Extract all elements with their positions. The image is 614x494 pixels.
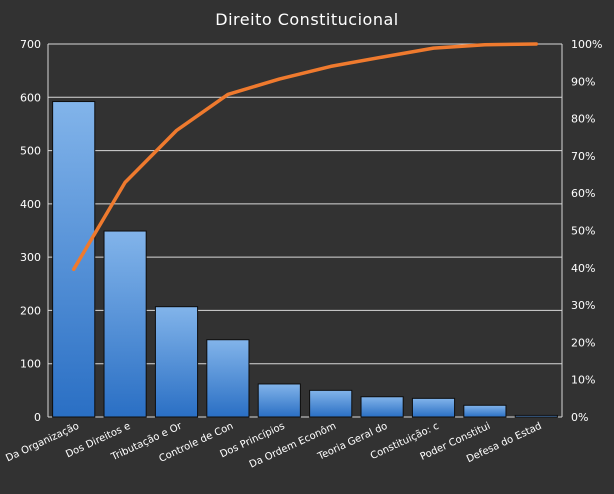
right-axis-tick-label: 70% bbox=[571, 150, 595, 163]
left-axis-tick-label: 300 bbox=[20, 251, 41, 264]
bar bbox=[154, 306, 199, 418]
right-axis-tick-label: 30% bbox=[571, 299, 595, 312]
right-axis-tick-label: 0% bbox=[571, 411, 588, 424]
right-axis-tick-label: 20% bbox=[571, 336, 595, 349]
right-axis-ticks: 0% 10% 20% 30% 40% 50% 60% 70% 80% 90% 100% bbox=[571, 38, 602, 424]
bar bbox=[360, 396, 404, 418]
right-axis-tick-label: 60% bbox=[571, 187, 595, 200]
bar bbox=[206, 339, 250, 418]
left-axis-tick-label: 600 bbox=[20, 91, 41, 104]
right-axis-tick-label: 40% bbox=[571, 262, 595, 275]
chart-title: Direito Constitucional bbox=[215, 10, 398, 29]
right-axis-tick-label: 100% bbox=[571, 38, 602, 51]
left-axis-tick-label: 200 bbox=[20, 304, 41, 317]
bar bbox=[309, 389, 353, 418]
bar-series bbox=[52, 101, 558, 418]
bar bbox=[514, 414, 558, 418]
bar bbox=[257, 383, 301, 418]
left-axis-tick-label: 0 bbox=[34, 411, 41, 424]
right-axis-tick-label: 10% bbox=[571, 374, 595, 387]
right-axis-tick-label: 80% bbox=[571, 113, 595, 126]
left-axis-tick-label: 400 bbox=[20, 198, 41, 211]
cumulative-line-series bbox=[71, 42, 539, 272]
bar bbox=[411, 397, 456, 418]
left-axis-ticks: 0 100 200 300 400 500 600 700 bbox=[20, 38, 41, 424]
bar bbox=[52, 101, 96, 418]
left-axis-tick-label: 700 bbox=[20, 38, 41, 51]
bar bbox=[103, 230, 147, 418]
category-label: Da Ordem Econôm bbox=[247, 420, 338, 471]
right-axis-tick-label: 50% bbox=[571, 225, 595, 238]
left-axis-tick-label: 500 bbox=[20, 145, 41, 158]
bar bbox=[463, 404, 507, 418]
left-axis-tick-label: 100 bbox=[20, 358, 41, 371]
right-axis-tick-label: 90% bbox=[571, 75, 595, 88]
cumulative-percentage-line bbox=[71, 42, 539, 272]
